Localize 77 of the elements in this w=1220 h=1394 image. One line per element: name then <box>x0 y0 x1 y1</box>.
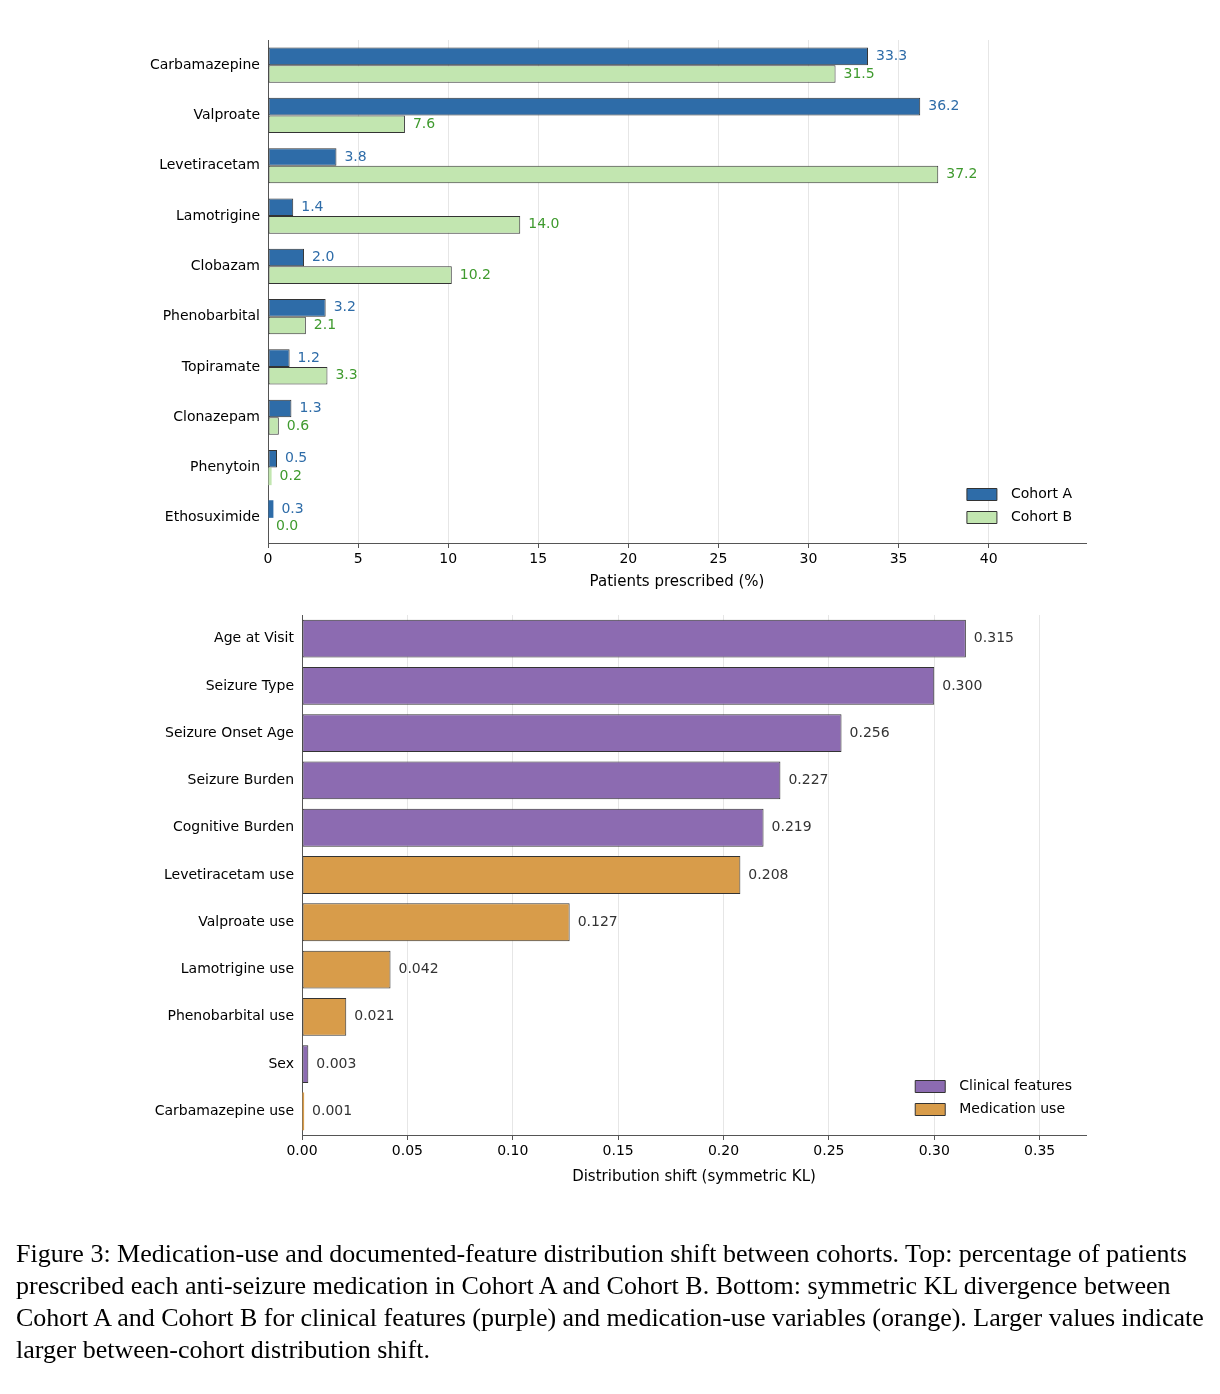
x-tick-label: 0.35 <box>1024 1142 1056 1159</box>
y-tick-label: Levetiracetam <box>159 156 260 173</box>
x-tick-label: 10 <box>439 550 458 567</box>
y-tick-label: Phenytoin <box>190 458 260 475</box>
data-label: 0.208 <box>748 865 789 882</box>
x-tick-label: 25 <box>709 550 728 567</box>
y-tick-label: Seizure Burden <box>187 771 294 788</box>
y-tick-label: Phenobarbital use <box>167 1007 294 1024</box>
data-label: 0.2 <box>279 466 302 483</box>
data-label: 3.8 <box>344 147 367 164</box>
y-tick-label: Valproate use <box>198 912 294 929</box>
data-label: 0.6 <box>286 416 310 433</box>
data-label: 14.0 <box>528 215 560 232</box>
x-tick-label: 0.20 <box>707 1142 740 1159</box>
data-label: 10.2 <box>459 265 491 282</box>
legend-label: Cohort A <box>1010 485 1073 502</box>
y-tick-label: Topiramate <box>180 357 260 374</box>
x-tick-label: 15 <box>529 550 548 567</box>
data-label: 2.1 <box>313 316 337 333</box>
x-tick-label: 0.30 <box>918 1142 950 1159</box>
data-label: 0.003 <box>316 1054 357 1071</box>
y-tick-label: Carbamazepine use <box>154 1102 294 1118</box>
x-axis-title: Patients prescribed (%) <box>589 571 765 590</box>
legend-label: Cohort B <box>1010 508 1073 525</box>
y-tick-label: Levetiracetam use <box>163 865 294 882</box>
x-axis-title: Distribution shift (symmetric KL) <box>572 1166 816 1185</box>
data-label: 3.2 <box>333 298 356 315</box>
data-label: 0.256 <box>849 723 890 740</box>
y-tick-label: Carbamazepine <box>149 55 260 72</box>
data-label: 36.2 <box>928 97 960 114</box>
data-label: 0.315 <box>973 629 1014 646</box>
y-tick-label: Cognitive Burden <box>172 818 294 835</box>
caption: Figure 3: Medication-use and documented-feature distribution shift between cohorts. Top: percentage of patients prescribed each anti-seizure medication in Cohort A and Cohort B. Bottom: symmetric KL divergence between Cohort A and Cohort B for clinical features (purple) and medication-use variables (orange). Larger values indicate larger between-cohort distribution shift. <box>16 1238 1204 1366</box>
data-label: 1.2 <box>297 348 320 365</box>
x-tick-label: 0.15 <box>602 1142 634 1159</box>
y-tick-label: Seizure Type <box>205 676 294 693</box>
data-label: 0.219 <box>771 818 812 835</box>
x-tick-label: 40 <box>979 550 998 567</box>
legend-label: Clinical features <box>959 1077 1073 1094</box>
y-tick-label: Phenobarbital <box>162 307 260 324</box>
x-tick-label: 20 <box>619 550 638 567</box>
x-tick-label: 0.10 <box>497 1142 529 1159</box>
data-label: 37.2 <box>946 165 978 182</box>
data-label: 0.227 <box>788 771 829 788</box>
y-tick-label: Valproate <box>193 106 260 123</box>
y-tick-label: Ethosuximide <box>164 508 260 525</box>
data-label: 33.3 <box>875 46 908 63</box>
data-label: 0.3 <box>281 499 304 516</box>
x-tick-label: 35 <box>889 550 908 567</box>
data-label: 0.127 <box>577 912 618 929</box>
y-tick-label: Clonazepam <box>173 407 260 424</box>
x-tick-label: 0.25 <box>813 1142 845 1159</box>
data-label: 0.001 <box>312 1102 353 1118</box>
x-tick-label: 0.00 <box>286 1142 318 1159</box>
data-label: 1.3 <box>299 399 322 416</box>
data-label: 3.3 <box>335 366 358 383</box>
data-label: 2.0 <box>312 248 335 265</box>
data-label: 0.5 <box>285 449 308 466</box>
y-tick-label: Lamotrigine <box>176 206 260 223</box>
y-tick-label: Lamotrigine use <box>180 960 294 977</box>
x-tick-label: 5 <box>353 550 363 567</box>
legend-label: Medication use <box>959 1100 1066 1117</box>
x-tick-label: 30 <box>799 550 818 567</box>
data-label: 7.6 <box>412 114 436 131</box>
bar <box>268 467 272 486</box>
data-label: 1.4 <box>301 197 324 214</box>
data-label: 0.021 <box>354 1007 395 1024</box>
data-label: 31.5 <box>843 64 875 81</box>
data-label: 0.042 <box>398 960 439 977</box>
y-tick-label: Seizure Onset Age <box>165 723 294 740</box>
data-label: 0.300 <box>942 676 983 693</box>
x-tick-label: 0 <box>263 550 273 567</box>
y-tick-label: Clobazam <box>190 256 260 273</box>
x-tick-label: 0.05 <box>391 1142 423 1159</box>
y-tick-label: Age at Visit <box>214 629 295 646</box>
y-tick-label: Sex <box>268 1054 294 1071</box>
data-label: 0.0 <box>276 517 299 534</box>
